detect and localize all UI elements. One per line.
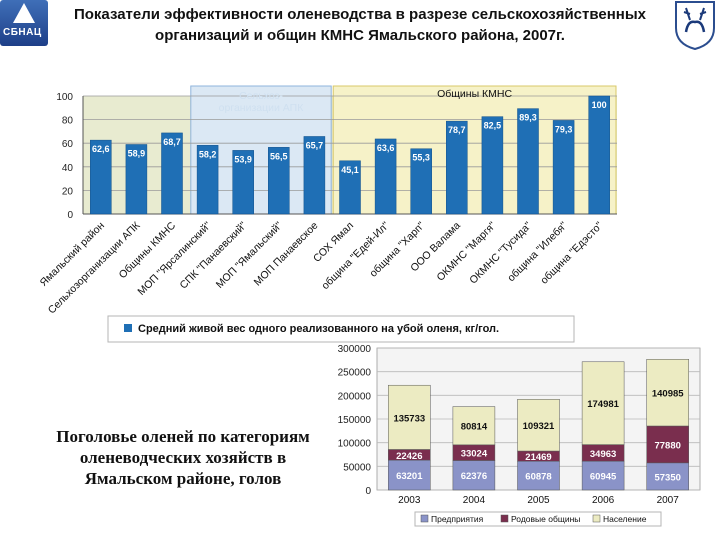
stack-segment [646,359,689,427]
bar-value-label: 62,6 [92,144,110,154]
segment-value-label: 57350 [654,472,680,483]
legend-box [107,315,575,343]
legend-label: Население [603,514,647,524]
bar [196,145,219,215]
legend-label: Предприятия [431,514,484,524]
chart-caption: Поголовье оленей по категориям оленеводч… [56,427,310,488]
segment-value-label: 60878 [525,472,551,483]
logo-text: СБНАЦ [3,27,42,38]
bar [339,160,361,215]
bar [517,108,539,215]
segment-value-label: 22426 [396,451,422,462]
bar-value-label: 89,3 [519,113,537,123]
y-tick-label: 20 [62,186,74,197]
segment-value-label: 62376 [461,471,487,482]
page-title: Показатели эффективности оленеводства в … [40,4,680,46]
stack-segment [517,399,560,452]
stack-segment [452,460,496,491]
y-tick-label: 50000 [343,462,371,473]
segment-value-label: 80814 [461,422,488,433]
bar-value-label: 58,2 [199,149,217,159]
y-tick-label: 0 [365,486,371,497]
logo-mark-icon [13,3,35,23]
x-tick-label: 2005 [527,495,550,506]
group-label-apk: Сельхоз- [239,90,283,102]
segment-value-label: 109321 [523,421,555,432]
segment-value-label: 60945 [590,472,617,483]
y-tick-label: 300000 [338,344,372,355]
bar [410,148,432,215]
y-tick-label: 100000 [338,439,372,450]
stack-segment [452,406,496,446]
x-tick-label: 2004 [463,495,486,506]
bar [90,139,112,215]
bar [268,147,290,215]
bar-value-label: 53,9 [234,154,252,164]
bar-value-label: 45,1 [341,165,359,175]
bar-value-label: 68,7 [163,137,181,147]
bar [552,120,575,215]
x-tick-label: 2007 [657,495,680,506]
stack-segment [646,425,689,464]
bar-value-label: 56,5 [270,151,288,161]
segment-value-label: 77880 [654,440,680,451]
y-tick-label: 0 [67,210,73,221]
coat-of-arms-icon [675,1,715,50]
y-tick-label: 60 [62,139,74,150]
logo: СБНАЦ [0,0,48,46]
bar [303,136,326,215]
segment-value-label: 34963 [590,449,616,460]
segment-value-label: 63201 [396,471,423,482]
bar-value-label: 63,6 [377,143,395,153]
bar-value-label: 82,5 [484,121,502,131]
x-tick-label: 2006 [592,495,615,506]
bar [232,150,254,215]
y-tick-label: 80 [62,116,74,127]
legend-swatch [500,514,509,523]
bar [446,120,468,215]
bar [374,138,397,215]
y-tick-label: 250000 [338,368,372,379]
bar-value-label: 65,7 [306,140,324,150]
legend-label: Средний живой вес одного реализованного … [138,323,499,335]
stack-segment [646,462,689,491]
bar-value-label: 55,3 [412,153,430,163]
stack-segment [517,460,560,491]
segment-value-label: 140985 [652,389,684,400]
bar-value-label: 78,7 [448,125,466,135]
title-line-2: организаций и общин КМНС Ямальского райо… [155,27,565,44]
legend-swatch [592,514,601,523]
bar-value-label: 58,9 [128,148,146,158]
y-tick-label: 150000 [338,415,372,426]
bar [481,116,504,215]
legend-label: Родовые общины [511,514,580,524]
stack-segment [581,361,625,445]
bar [588,95,610,215]
segment-value-label: 33024 [461,449,488,460]
bar [161,132,183,215]
stack-segment [388,384,431,450]
bar-value-label: 79,3 [555,124,573,134]
segment-value-label: 135733 [393,413,425,424]
legend-swatch [124,324,132,332]
y-tick-label: 200000 [338,391,372,402]
stack-segment [388,459,431,491]
group-label-apk: организации АПК [219,102,305,114]
title-line-1: Показатели эффективности оленеводства в … [73,6,647,23]
bar [125,144,148,215]
segment-value-label: 174981 [587,399,619,410]
y-tick-label: 100 [56,92,73,103]
y-tick-label: 40 [62,163,74,174]
legend-swatch [420,514,429,523]
bar-value-label: 100 [592,100,607,110]
segment-value-label: 21469 [525,452,551,463]
group-label-kmns: Общины КМНС [437,88,512,100]
x-tick-label: 2003 [398,495,421,506]
